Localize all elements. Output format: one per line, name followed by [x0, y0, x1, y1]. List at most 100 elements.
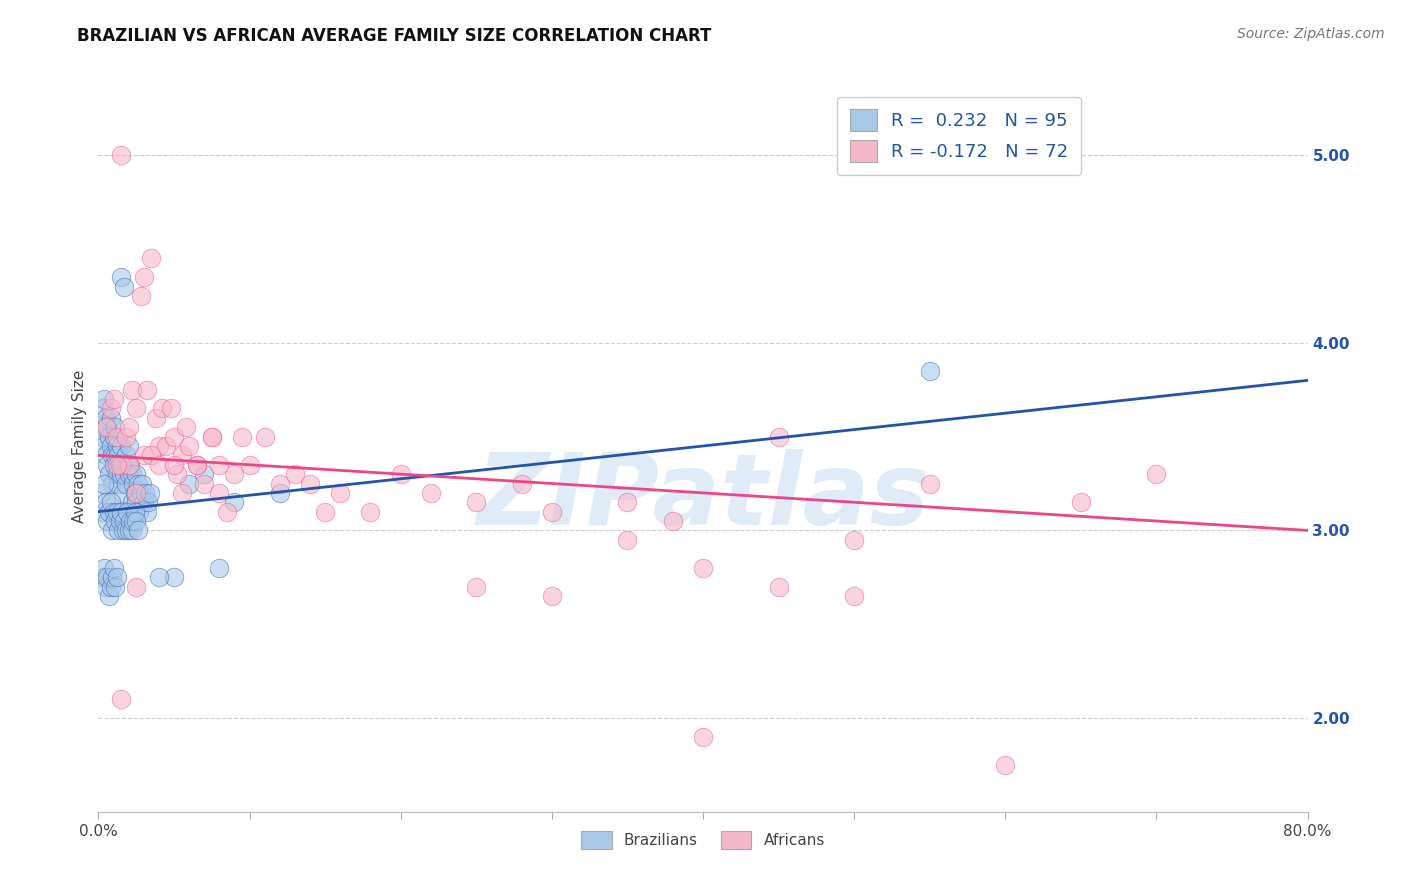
Point [127, 476, 149, 491]
Point [96, 514, 118, 528]
Point [141, 449, 163, 463]
Point [145, 410, 167, 425]
Point [208, 458, 231, 472]
Point [174, 420, 197, 434]
Point [1070, 495, 1092, 509]
Point [91, 401, 114, 416]
Point [136, 495, 159, 509]
Legend: Brazilians, Africans: Brazilians, Africans [575, 824, 831, 855]
Point [129, 289, 152, 303]
Point [96, 570, 118, 584]
Point [118, 524, 141, 538]
Point [104, 580, 127, 594]
Point [120, 514, 142, 528]
Point [269, 486, 291, 500]
Point [104, 420, 127, 434]
Point [616, 495, 638, 509]
Point [125, 514, 148, 528]
Point [105, 458, 128, 472]
Point [125, 580, 148, 594]
Point [125, 401, 148, 416]
Text: Source: ZipAtlas.com: Source: ZipAtlas.com [1237, 27, 1385, 41]
Point [284, 467, 307, 482]
Point [110, 148, 132, 162]
Point [918, 476, 941, 491]
Point [100, 439, 122, 453]
Point [94, 449, 117, 463]
Point [112, 467, 135, 482]
Point [101, 570, 124, 584]
Point [208, 561, 231, 575]
Point [510, 476, 533, 491]
Point [132, 270, 155, 285]
Point [104, 449, 127, 463]
Point [215, 505, 238, 519]
Point [121, 467, 143, 482]
Point [100, 495, 122, 509]
Point [118, 458, 141, 472]
Point [103, 561, 125, 575]
Point [125, 495, 148, 509]
Point [768, 580, 790, 594]
Point [120, 458, 142, 472]
Point [163, 458, 186, 472]
Point [124, 486, 146, 500]
Point [107, 449, 129, 463]
Point [101, 449, 124, 463]
Point [179, 476, 201, 491]
Point [114, 476, 136, 491]
Point [110, 692, 132, 706]
Point [105, 429, 128, 443]
Point [465, 580, 488, 594]
Point [91, 570, 114, 584]
Point [170, 486, 193, 500]
Point [103, 392, 125, 406]
Point [360, 505, 382, 519]
Point [616, 533, 638, 547]
Point [98, 429, 121, 443]
Point [103, 458, 125, 472]
Point [94, 410, 117, 425]
Point [121, 495, 143, 509]
Point [100, 401, 122, 416]
Point [135, 505, 157, 519]
Point [329, 486, 352, 500]
Point [193, 467, 215, 482]
Point [98, 589, 121, 603]
Point [118, 420, 141, 434]
Point [108, 458, 131, 472]
Point [110, 467, 132, 482]
Point [314, 505, 336, 519]
Point [96, 458, 118, 472]
Point [186, 458, 208, 472]
Point [135, 383, 157, 397]
Point [148, 458, 170, 472]
Point [918, 364, 941, 378]
Point [91, 429, 114, 443]
Point [160, 401, 183, 416]
Y-axis label: Average Family Size: Average Family Size [72, 369, 87, 523]
Point [540, 505, 562, 519]
Point [100, 410, 122, 425]
Point [193, 476, 215, 491]
Point [111, 458, 134, 472]
Point [111, 486, 134, 500]
Point [104, 514, 127, 528]
Point [111, 524, 134, 538]
Point [94, 580, 117, 594]
Point [129, 486, 152, 500]
Point [105, 570, 128, 584]
Point [540, 589, 562, 603]
Point [844, 589, 866, 603]
Point [110, 270, 132, 285]
Text: ZIPatlas: ZIPatlas [477, 449, 929, 546]
Point [127, 524, 149, 538]
Point [420, 486, 443, 500]
Point [166, 467, 188, 482]
Point [253, 429, 276, 443]
Point [150, 401, 173, 416]
Point [121, 383, 143, 397]
Point [100, 580, 122, 594]
Point [101, 476, 124, 491]
Point [93, 439, 115, 453]
